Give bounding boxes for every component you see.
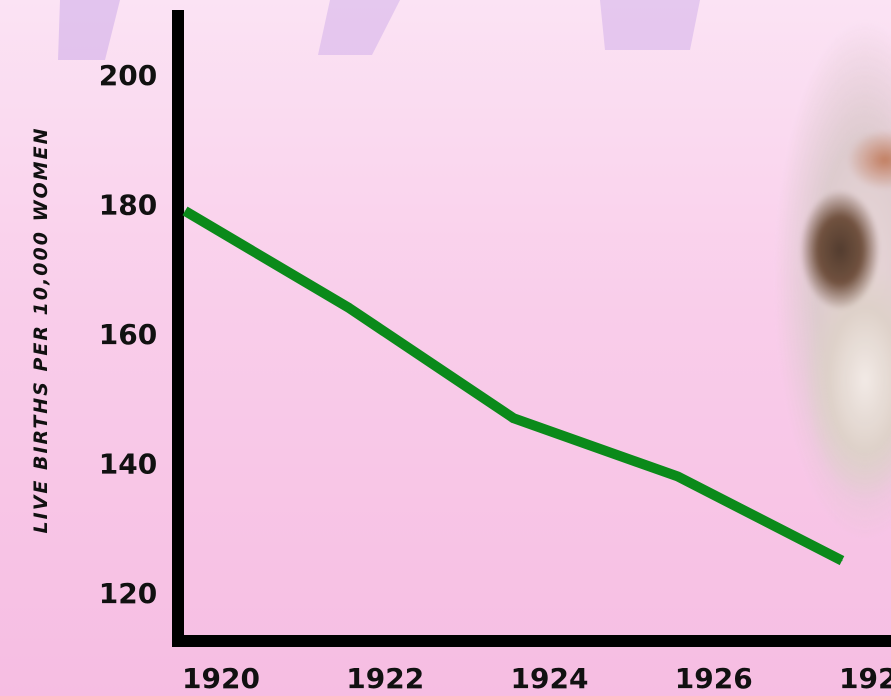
y-tick-label: 140 [99,448,157,481]
y-tick-label: 120 [99,577,157,610]
data-point [348,307,350,309]
series-line [182,206,845,566]
x-tick-label: 1922 [346,662,424,695]
x-tick-label: 1926 [675,662,753,695]
x-tick-label: 1924 [511,662,589,695]
data-point [841,560,843,562]
y-tick-label: 200 [99,59,157,92]
plot-area: 120 140 160 180 200 1920 1922 1924 1926 1928 [99,10,891,695]
data-point [677,475,679,477]
girl-portrait-photo [770,20,891,540]
background-letters [58,0,700,60]
x-tick-label: 1928 [839,662,891,695]
data-point [513,417,514,419]
y-tick-label: 180 [99,189,157,222]
y-axis-label: LIVE BIRTHS PER 10,000 WOMEN [30,127,52,534]
data-point [184,210,186,212]
y-tick-label: 160 [99,318,157,351]
x-tick-label: 1920 [182,662,260,695]
